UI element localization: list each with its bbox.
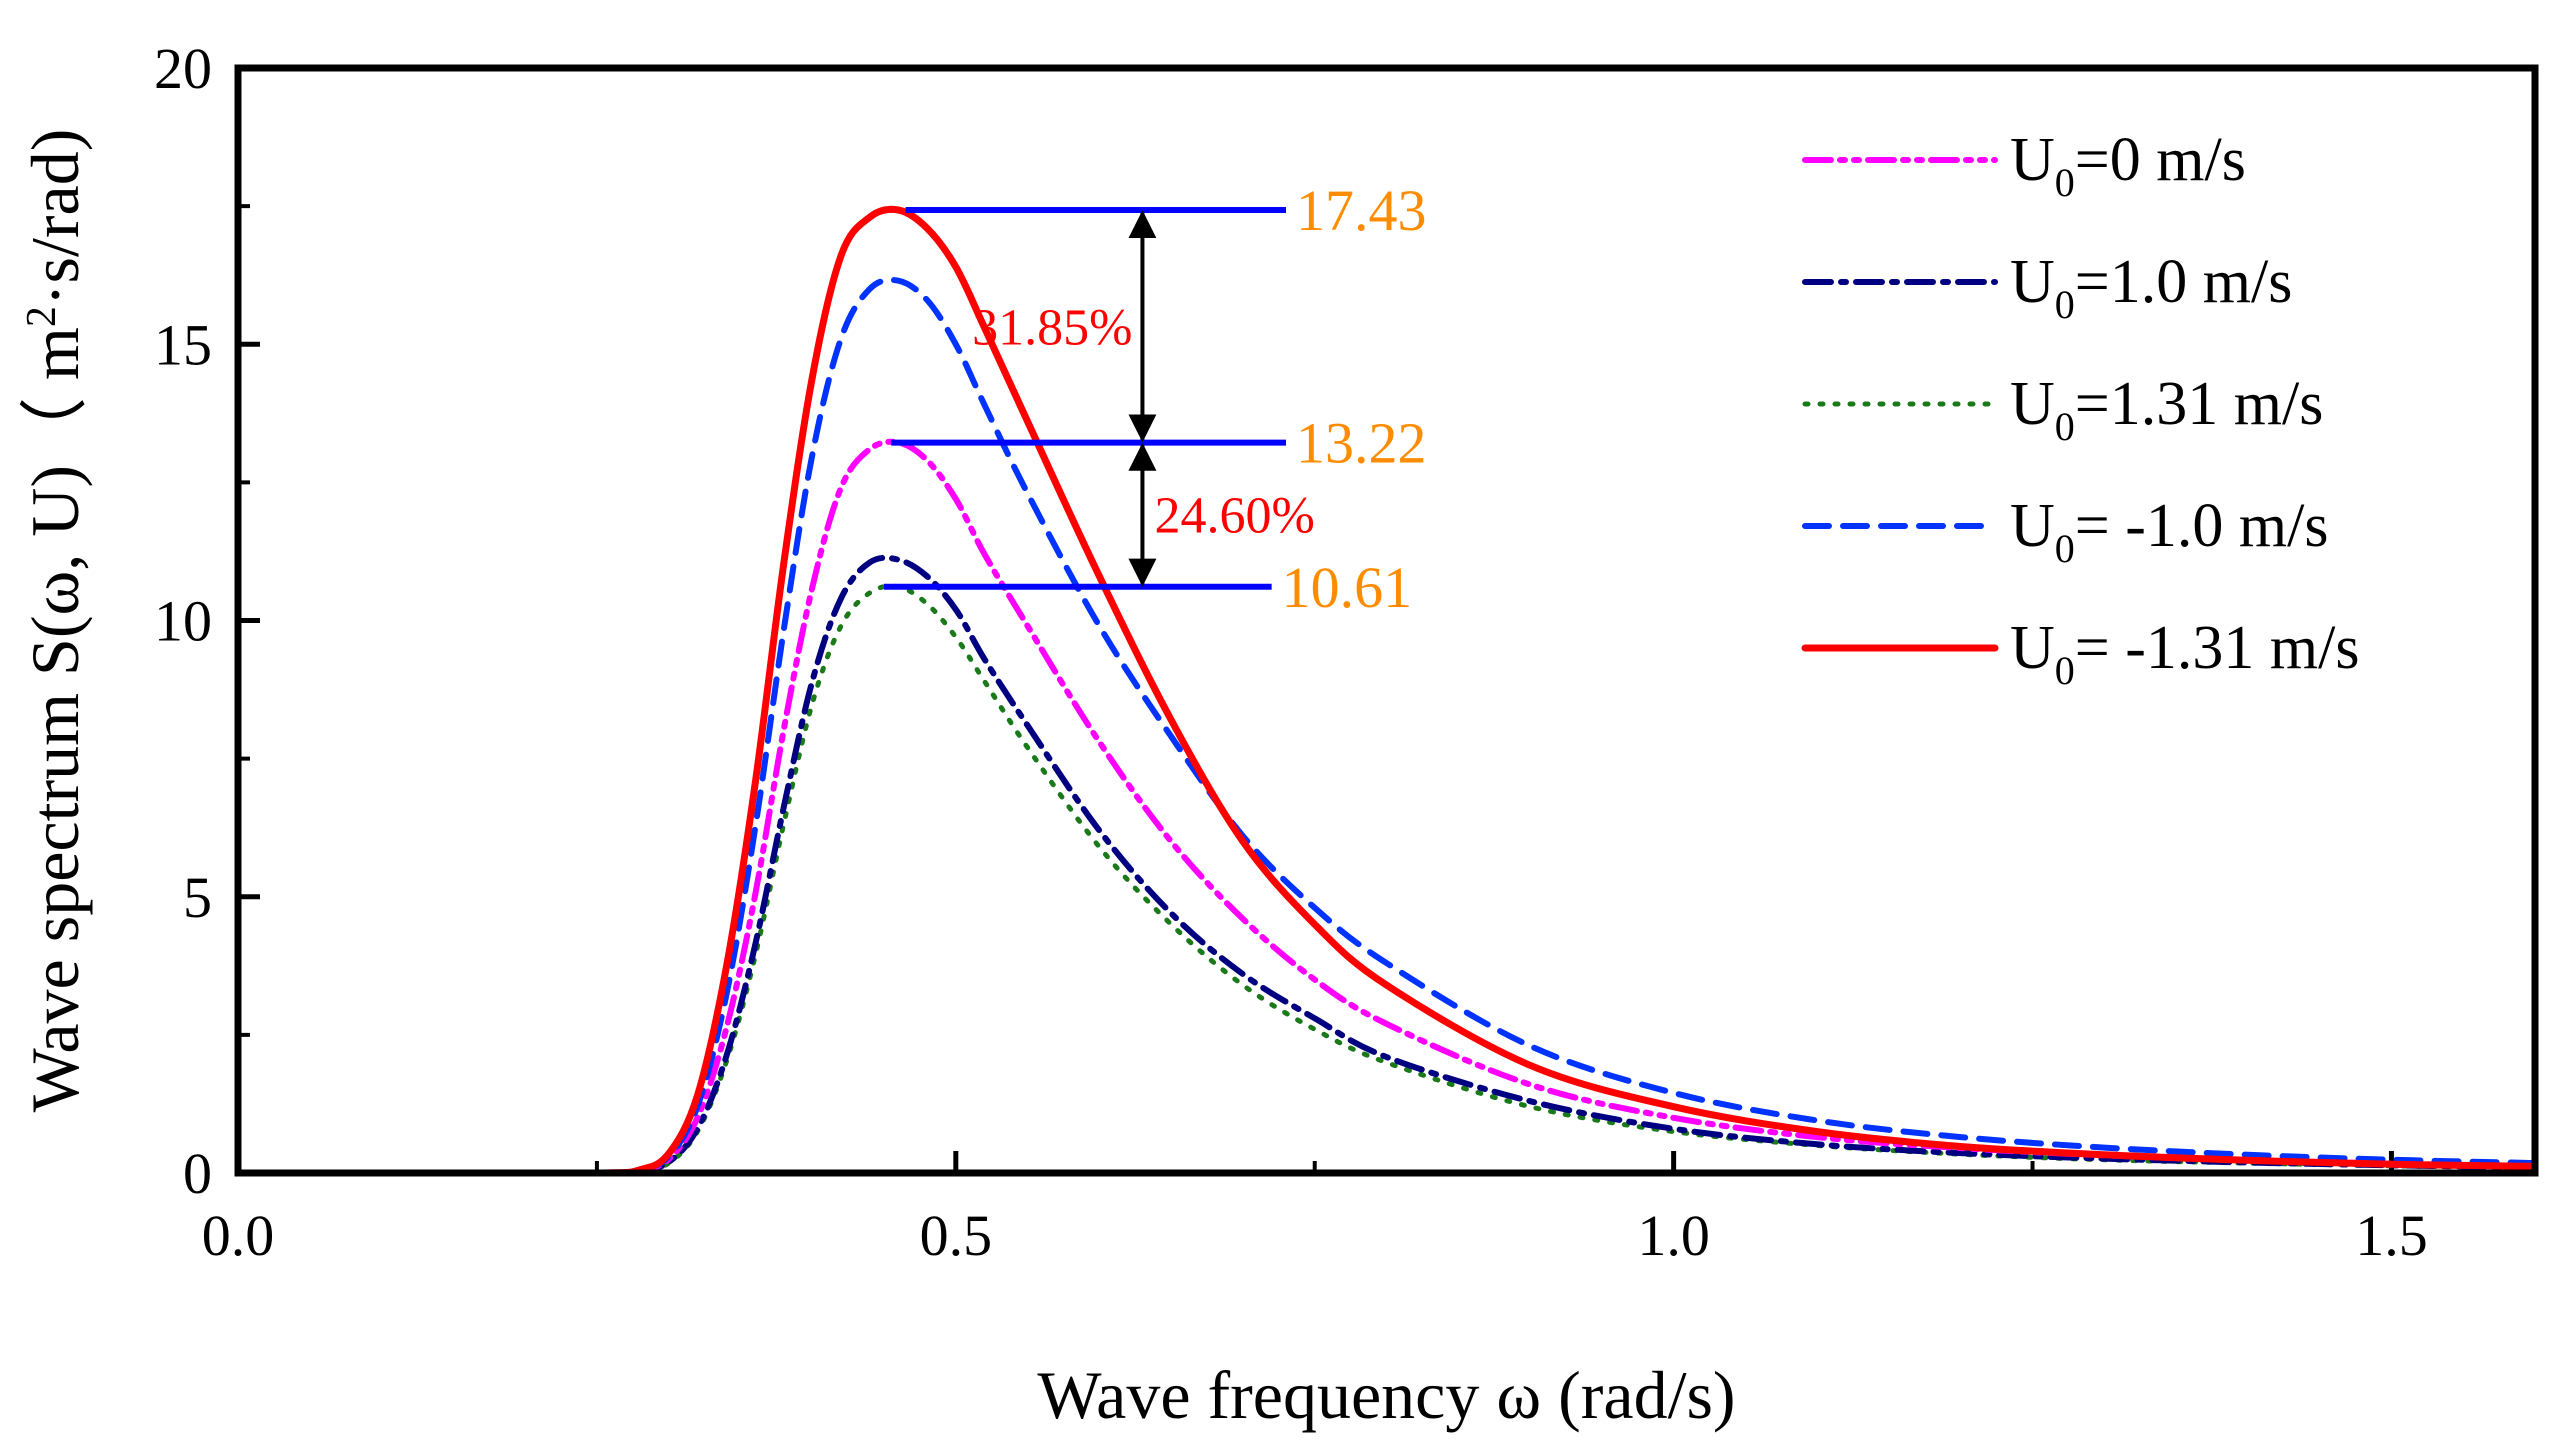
percentage-annotation: 24.60% xyxy=(1154,488,1314,545)
legend-item-2: U0=1.0 m/s xyxy=(1802,248,2292,327)
series-layer xyxy=(378,205,2535,1173)
legend-label: U0=1.31 m/s xyxy=(2010,370,2323,449)
legend-label: U0=0 m/s xyxy=(2010,126,2246,205)
peak-value-label: 17.43 xyxy=(1296,178,1427,243)
y-axis-title-unit: ·s/rad) xyxy=(17,129,93,306)
series-line-5 xyxy=(378,205,2535,1173)
y-axis-title: Wave spectrum S(ω, U)（ m2·s/rad) xyxy=(17,129,93,1113)
legend-label: U0=1.0 m/s xyxy=(2010,248,2292,327)
y-axis-title-group: Wave spectrum S(ω, U)（ m2·s/rad) xyxy=(17,129,93,1113)
x-tick-label: 1.5 xyxy=(2355,1203,2428,1268)
peak-value-label: 10.61 xyxy=(1282,555,1413,620)
y-axis-title-main: Wave spectrum S(ω, U)（ m xyxy=(17,327,93,1112)
reference-lines-layer: 17.43 13.22 10.61 31.85% 24.60% xyxy=(884,178,1427,620)
legend-item-1: U0=0 m/s xyxy=(1802,126,2246,205)
percentage-annotation: 31.85% xyxy=(972,299,1132,356)
series-line-2 xyxy=(378,554,2535,1173)
plot-frame xyxy=(234,64,2539,1177)
legend-label: U0= -1.31 m/s xyxy=(2010,614,2359,693)
peak-value-label: 13.22 xyxy=(1296,411,1427,476)
x-tick-label: 0.5 xyxy=(920,1203,993,1268)
y-tick-label: 5 xyxy=(183,865,212,930)
y-axis-title-sup: 2 xyxy=(19,306,65,327)
y-tick-label: 10 xyxy=(154,589,212,654)
series-line-4 xyxy=(378,276,2535,1173)
legend: U0=0 m/s U0=1.0 m/s U0=1.31 m/s U0= -1.0 m/… xyxy=(1801,126,2359,693)
y-tick-label: 15 xyxy=(154,312,212,377)
y-tick-label: 20 xyxy=(154,36,212,101)
y-tick-label: 0 xyxy=(183,1141,212,1206)
legend-label: U0= -1.0 m/s xyxy=(2010,492,2328,571)
x-tick-label: 1.0 xyxy=(1637,1203,1710,1268)
x-tick-label: 0.0 xyxy=(202,1203,275,1268)
series-line-3 xyxy=(379,583,2535,1173)
legend-item-4: U0= -1.0 m/s xyxy=(1802,492,2328,571)
legend-item-3: U0=1.31 m/s xyxy=(1802,370,2323,449)
legend-item-5: U0= -1.31 m/s xyxy=(1801,614,2359,693)
x-axis-title: Wave frequency ω (rad/s) xyxy=(1037,1357,1735,1433)
